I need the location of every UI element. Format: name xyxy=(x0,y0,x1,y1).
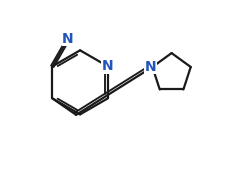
Text: N: N xyxy=(144,60,156,74)
Text: N: N xyxy=(102,59,114,73)
Text: N: N xyxy=(62,32,74,46)
